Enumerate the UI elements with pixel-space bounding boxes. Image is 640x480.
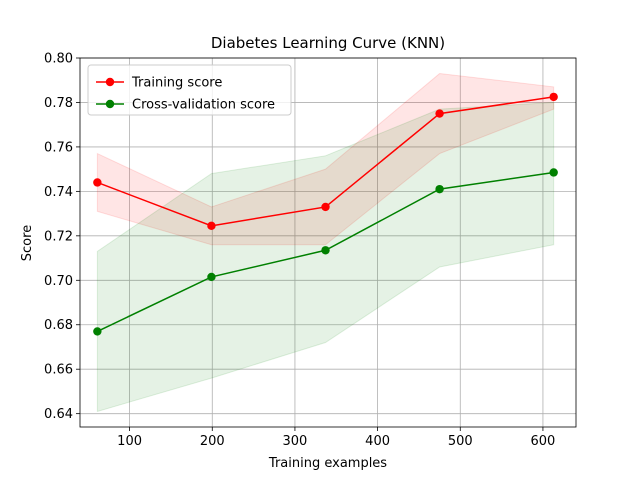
x-tick-label: 500 [448,434,473,449]
series-0-point [93,178,102,187]
chart-title: Diabetes Learning Curve (KNN) [211,34,445,52]
y-tick-label: 0.68 [44,318,73,333]
y-tick-label: 0.76 [44,140,73,155]
legend-marker [105,99,115,109]
series-1-point [435,184,444,194]
series-1-band [96,101,555,413]
legend-box [87,64,292,116]
legend-marker [105,77,115,87]
series-1-point [207,272,216,282]
x-tick-label: 400 [365,434,390,449]
series-1-point [93,327,102,336]
series-lines [93,92,558,336]
series-0-point [435,109,444,118]
y-tick-label: 0.70 [44,274,73,289]
series-0-point [207,221,216,231]
grid [80,57,576,427]
legend: Training score Cross-validation score [87,64,292,116]
y-tick-label: 0.80 [44,52,73,67]
x-tick-label: 600 [531,434,556,449]
legend-label: Training score [131,76,222,91]
series-1-point [549,168,558,177]
legend-label: Cross-validation score [132,98,275,113]
y-tick-label: 0.78 [44,96,73,111]
y-tick-label: 0.74 [44,185,73,200]
y-tick-label: 0.66 [44,363,73,378]
x-tick-label: 300 [283,434,308,449]
y-tick-label: 0.64 [44,407,73,422]
series-1-point [321,246,330,255]
plot-frame [79,57,577,428]
y-tick-label: 0.72 [44,229,73,244]
confidence-bands [96,73,555,413]
x-axis-label: Training examples [268,456,387,471]
y-axis-label: Score [20,225,35,261]
x-tick-label: 100 [117,434,142,449]
x-tick-label: 200 [200,434,225,449]
series-0-point [549,92,558,102]
series-0-point [321,202,330,212]
axes: 100 200 300 400 500 600 0.64 0.66 0.68 0.70 0.72 0.… [44,52,577,449]
